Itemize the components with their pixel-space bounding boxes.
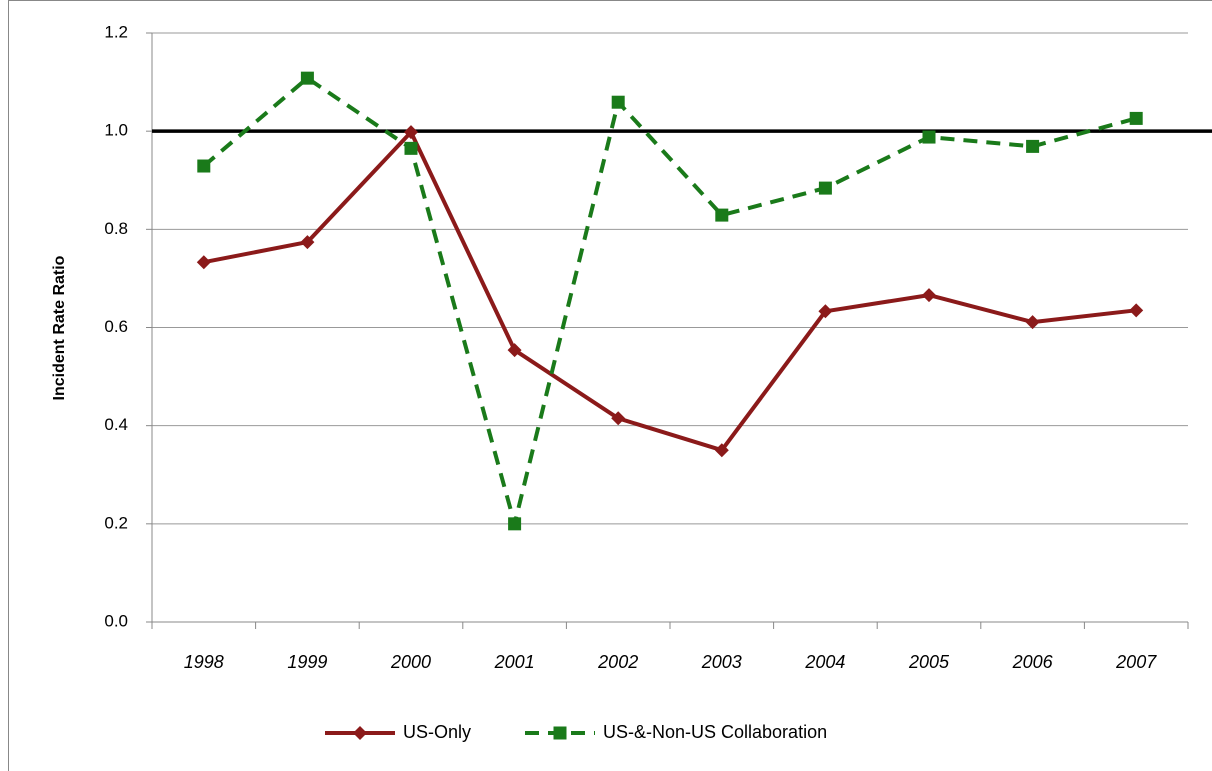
marker xyxy=(1129,303,1144,318)
marker xyxy=(508,517,522,531)
marker xyxy=(1129,111,1143,125)
y-tick-label: 0.8 xyxy=(104,219,128,238)
x-tick-label: 2002 xyxy=(597,652,638,672)
y-tick-label: 0.6 xyxy=(104,317,128,336)
marker xyxy=(715,208,729,222)
marker xyxy=(922,288,936,303)
marker xyxy=(197,159,211,173)
marker xyxy=(818,304,833,319)
marker xyxy=(1025,315,1040,330)
series xyxy=(197,71,1143,531)
marker xyxy=(404,141,418,155)
marker xyxy=(196,255,211,270)
legend-label: US-Only xyxy=(403,722,471,742)
x-tick-label: 2005 xyxy=(908,652,950,672)
y-axis-label: Incident Rate Ratio xyxy=(51,255,68,400)
marker xyxy=(611,411,626,426)
y-tick-label: 0.4 xyxy=(104,415,128,434)
y-tick-label: 0.0 xyxy=(104,611,128,630)
marker xyxy=(1026,139,1040,153)
marker xyxy=(353,726,367,740)
marker xyxy=(714,443,729,458)
x-tick-label: 2007 xyxy=(1115,652,1157,672)
x-tick-label: 2001 xyxy=(494,652,535,672)
legend-label: US-&-Non-US Collaboration xyxy=(603,722,827,742)
chart-frame xyxy=(8,0,1212,771)
x-tick-label: 2003 xyxy=(701,652,742,672)
marker xyxy=(818,181,832,195)
series-line xyxy=(203,130,1137,453)
legend-item: US-&-Non-US Collaboration xyxy=(525,722,827,742)
legend-item: US-Only xyxy=(325,722,471,742)
x-tick-label: 2000 xyxy=(390,652,431,672)
x-tick-label: 1998 xyxy=(184,652,224,672)
marker xyxy=(404,125,418,140)
marker xyxy=(300,235,315,250)
marker xyxy=(300,71,314,85)
series-line xyxy=(202,76,1137,526)
marker xyxy=(922,130,936,144)
series xyxy=(196,125,1144,458)
y-tick-label: 0.2 xyxy=(104,513,128,532)
marker xyxy=(507,343,522,358)
x-tick-label: 2006 xyxy=(1012,652,1054,672)
x-tick-label: 2004 xyxy=(804,652,845,672)
y-tick-label: 1.0 xyxy=(104,121,128,140)
marker xyxy=(611,95,625,109)
y-tick-label: 1.2 xyxy=(104,22,128,41)
x-tick-label: 1999 xyxy=(287,652,327,672)
marker xyxy=(553,726,567,740)
